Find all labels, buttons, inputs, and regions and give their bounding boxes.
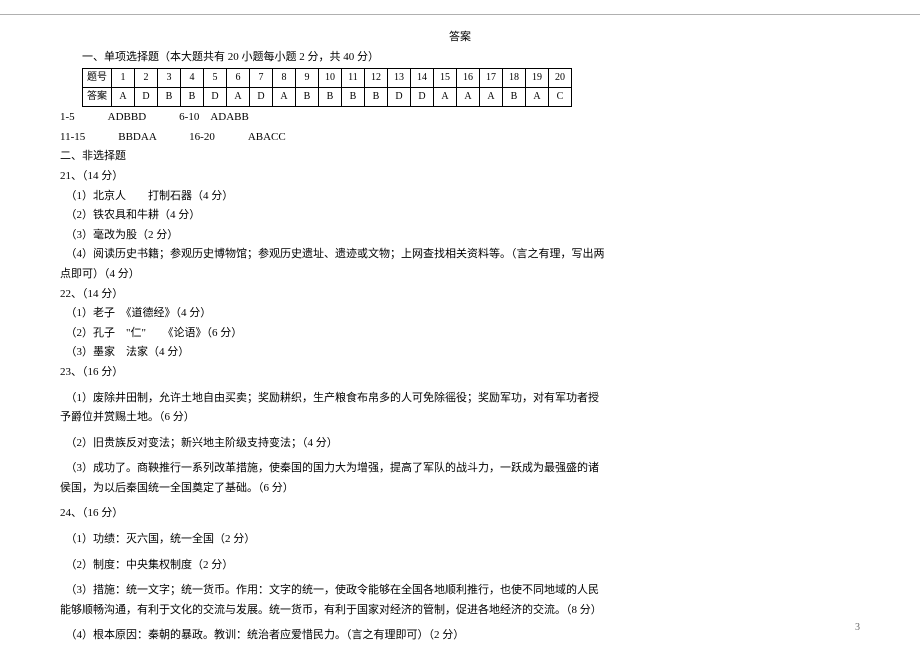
cell: 4 xyxy=(181,69,204,88)
key-line-1: 1-5 ADBBD 6-10 ADABB xyxy=(60,109,860,127)
cell: A xyxy=(480,88,503,107)
q23-2: （2）旧贵族反对变法；新兴地主阶级支持变法；（4 分） xyxy=(60,435,860,453)
cell: A xyxy=(434,88,457,107)
q21-4a: （4）阅读历史书籍；参观历史博物馆；参观历史遗址、遗迹或文物；上网查找相关资料等… xyxy=(60,246,860,264)
cell: D xyxy=(135,88,158,107)
cell: 18 xyxy=(503,69,526,88)
cell: 15 xyxy=(434,69,457,88)
cell: 12 xyxy=(365,69,388,88)
cell: 11 xyxy=(342,69,365,88)
cell: 10 xyxy=(319,69,342,88)
cell: 9 xyxy=(296,69,319,88)
cell: A xyxy=(227,88,250,107)
q24-1: （1）功绩：灭六国，统一全国（2 分） xyxy=(60,531,860,549)
page-body: 答案 一、单项选择题（本大题共有 20 小题每小题 2 分，共 40 分） 题号… xyxy=(0,15,920,645)
q22-3: （3）墨家 法家（4 分） xyxy=(60,344,860,362)
cell: B xyxy=(365,88,388,107)
q21-3: （3）毫改为股（2 分） xyxy=(60,227,860,245)
cell: B xyxy=(319,88,342,107)
cell: D xyxy=(411,88,434,107)
answers-table: 题号 1 2 3 4 5 6 7 8 9 10 11 12 13 14 15 1… xyxy=(82,68,572,107)
q21-head: 21、（14 分） xyxy=(60,168,860,186)
cell: 8 xyxy=(273,69,296,88)
cell: B xyxy=(181,88,204,107)
q24-head: 24、（16 分） xyxy=(60,505,860,523)
cell: D xyxy=(204,88,227,107)
q22-head: 22、（14 分） xyxy=(60,286,860,304)
cell: 14 xyxy=(411,69,434,88)
section1-heading: 一、单项选择题（本大题共有 20 小题每小题 2 分，共 40 分） xyxy=(60,49,860,67)
key-line-2: 11-15 BBDAA 16-20 ABACC xyxy=(60,129,860,147)
cell: 17 xyxy=(480,69,503,88)
q23-1a: （1）废除井田制，允许土地自由买卖；奖励耕织，生产粮食布帛多的人可免除徭役；奖励… xyxy=(60,390,860,408)
q22-1: （1）老子 《道德经》（4 分） xyxy=(60,305,860,323)
cell: A xyxy=(112,88,135,107)
cell: 2 xyxy=(135,69,158,88)
cell: A xyxy=(457,88,480,107)
q21-4b: 点即可）（4 分） xyxy=(60,266,860,284)
cell: B xyxy=(342,88,365,107)
q24-3a: （3）措施：统一文字；统一货币。作用：文字的统一，使政令能够在全国各地顺利推行，… xyxy=(60,582,860,600)
cell: 13 xyxy=(388,69,411,88)
q23-3b: 侯国，为以后秦国统一全国奠定了基础。（6 分） xyxy=(60,480,860,498)
cell: B xyxy=(296,88,319,107)
section2-heading: 二、非选择题 xyxy=(60,148,860,166)
q21-1: （1）北京人 打制石器（4 分） xyxy=(60,188,860,206)
table-row: 答案 A D B B D A D A B B B B D D A A A B A… xyxy=(83,88,572,107)
cell: 5 xyxy=(204,69,227,88)
row1-label: 题号 xyxy=(83,69,112,88)
cell: D xyxy=(388,88,411,107)
q22-2: （2）孔子 "仁" 《论语》（6 分） xyxy=(60,325,860,343)
q24-3b: 能够顺畅沟通，有利于文化的交流与发展。统一货币，有利于国家对经济的管制，促进各地… xyxy=(60,602,860,620)
q24-4: （4）根本原因：秦朝的暴政。教训：统治者应爱惜民力。（言之有理即可）（2 分） xyxy=(60,627,860,645)
cell: A xyxy=(273,88,296,107)
cell: B xyxy=(158,88,181,107)
q24-2: （2）制度：中央集权制度（2 分） xyxy=(60,557,860,575)
table-row: 题号 1 2 3 4 5 6 7 8 9 10 11 12 13 14 15 1… xyxy=(83,69,572,88)
q21-2: （2）铁农具和牛耕（4 分） xyxy=(60,207,860,225)
q23-1b: 予爵位并赏赐土地。（6 分） xyxy=(60,409,860,427)
page-number: 3 xyxy=(855,620,860,636)
cell: 6 xyxy=(227,69,250,88)
cell: 3 xyxy=(158,69,181,88)
cell: 19 xyxy=(526,69,549,88)
cell: 20 xyxy=(549,69,572,88)
cell: C xyxy=(549,88,572,107)
answers-title: 答案 xyxy=(60,29,860,47)
cell: A xyxy=(526,88,549,107)
cell: 7 xyxy=(250,69,273,88)
cell: 1 xyxy=(112,69,135,88)
cell: B xyxy=(503,88,526,107)
cell: D xyxy=(250,88,273,107)
cell: 16 xyxy=(457,69,480,88)
row2-label: 答案 xyxy=(83,88,112,107)
q23-head: 23、（16 分） xyxy=(60,364,860,382)
q23-3a: （3）成功了。商鞅推行一系列改革措施，使秦国的国力大为增强，提高了军队的战斗力，… xyxy=(60,460,860,478)
